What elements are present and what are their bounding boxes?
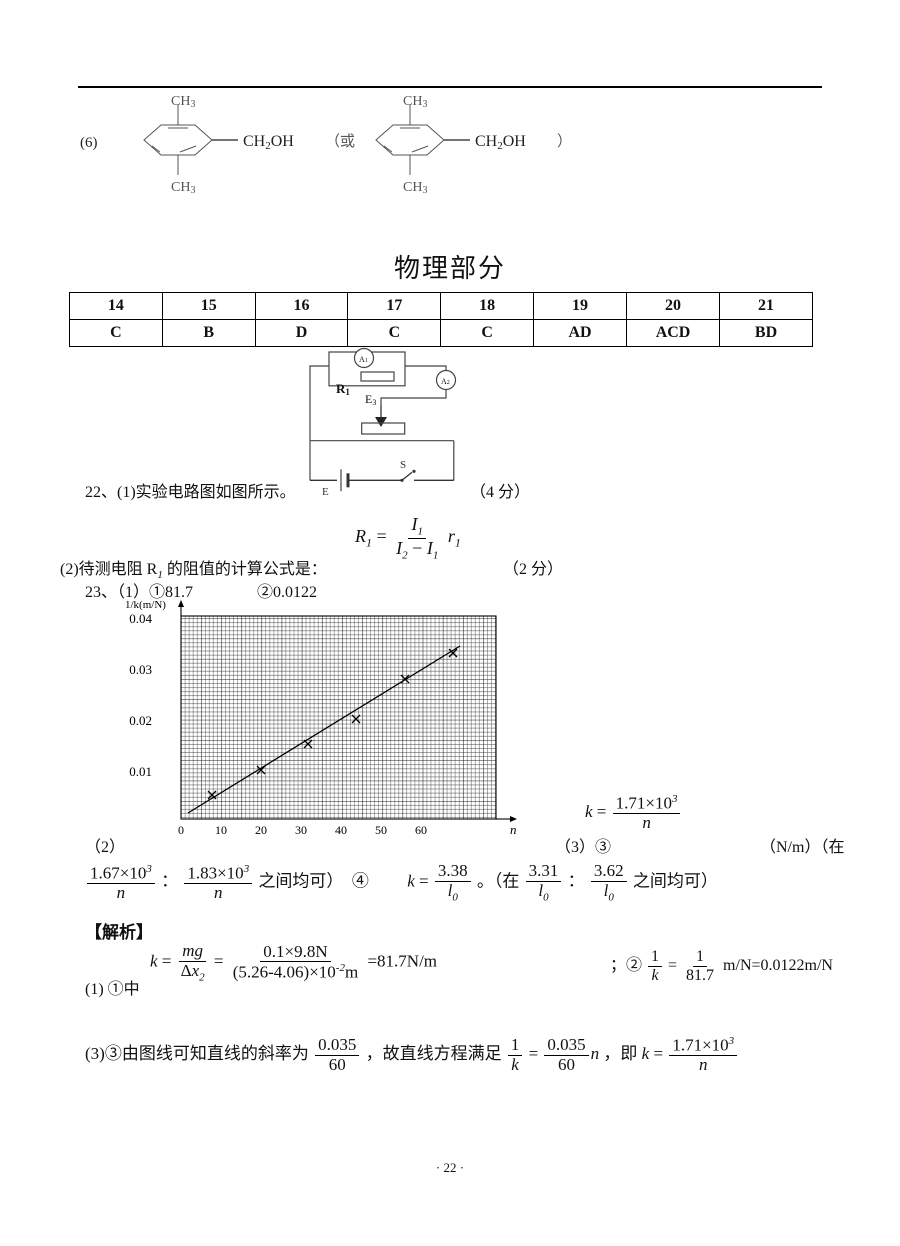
svg-text:S: S bbox=[400, 459, 406, 471]
svg-text:20: 20 bbox=[255, 823, 267, 837]
svg-text:CH2OH: CH2OH bbox=[243, 133, 294, 152]
svg-text:0.03: 0.03 bbox=[129, 662, 152, 677]
svg-text:10: 10 bbox=[215, 823, 227, 837]
svg-text:30: 30 bbox=[295, 823, 307, 837]
svg-text:CH3: CH3 bbox=[171, 180, 195, 195]
svg-text:）: ） bbox=[557, 133, 572, 150]
svg-text:CH3: CH3 bbox=[403, 95, 427, 110]
svg-text:n: n bbox=[510, 822, 517, 837]
svg-text:(6): (6) bbox=[80, 135, 98, 151]
svg-text:40: 40 bbox=[335, 823, 347, 837]
svg-text:1/k(m/N): 1/k(m/N) bbox=[125, 599, 166, 611]
svg-text:E: E bbox=[322, 486, 329, 498]
svg-text:CH3: CH3 bbox=[403, 180, 427, 195]
svg-text:0.01: 0.01 bbox=[129, 764, 152, 779]
svg-text:E3: E3 bbox=[365, 392, 376, 407]
svg-text:0: 0 bbox=[178, 823, 184, 837]
svg-text:CH3: CH3 bbox=[171, 95, 195, 110]
svg-text:（或: （或 bbox=[325, 133, 355, 150]
svg-text:50: 50 bbox=[375, 823, 387, 837]
svg-text:0.04: 0.04 bbox=[129, 611, 152, 626]
svg-text:R1: R1 bbox=[336, 381, 350, 397]
svg-text:CH2OH: CH2OH bbox=[475, 133, 526, 152]
svg-text:60: 60 bbox=[415, 823, 427, 837]
svg-text:0.02: 0.02 bbox=[129, 713, 152, 728]
